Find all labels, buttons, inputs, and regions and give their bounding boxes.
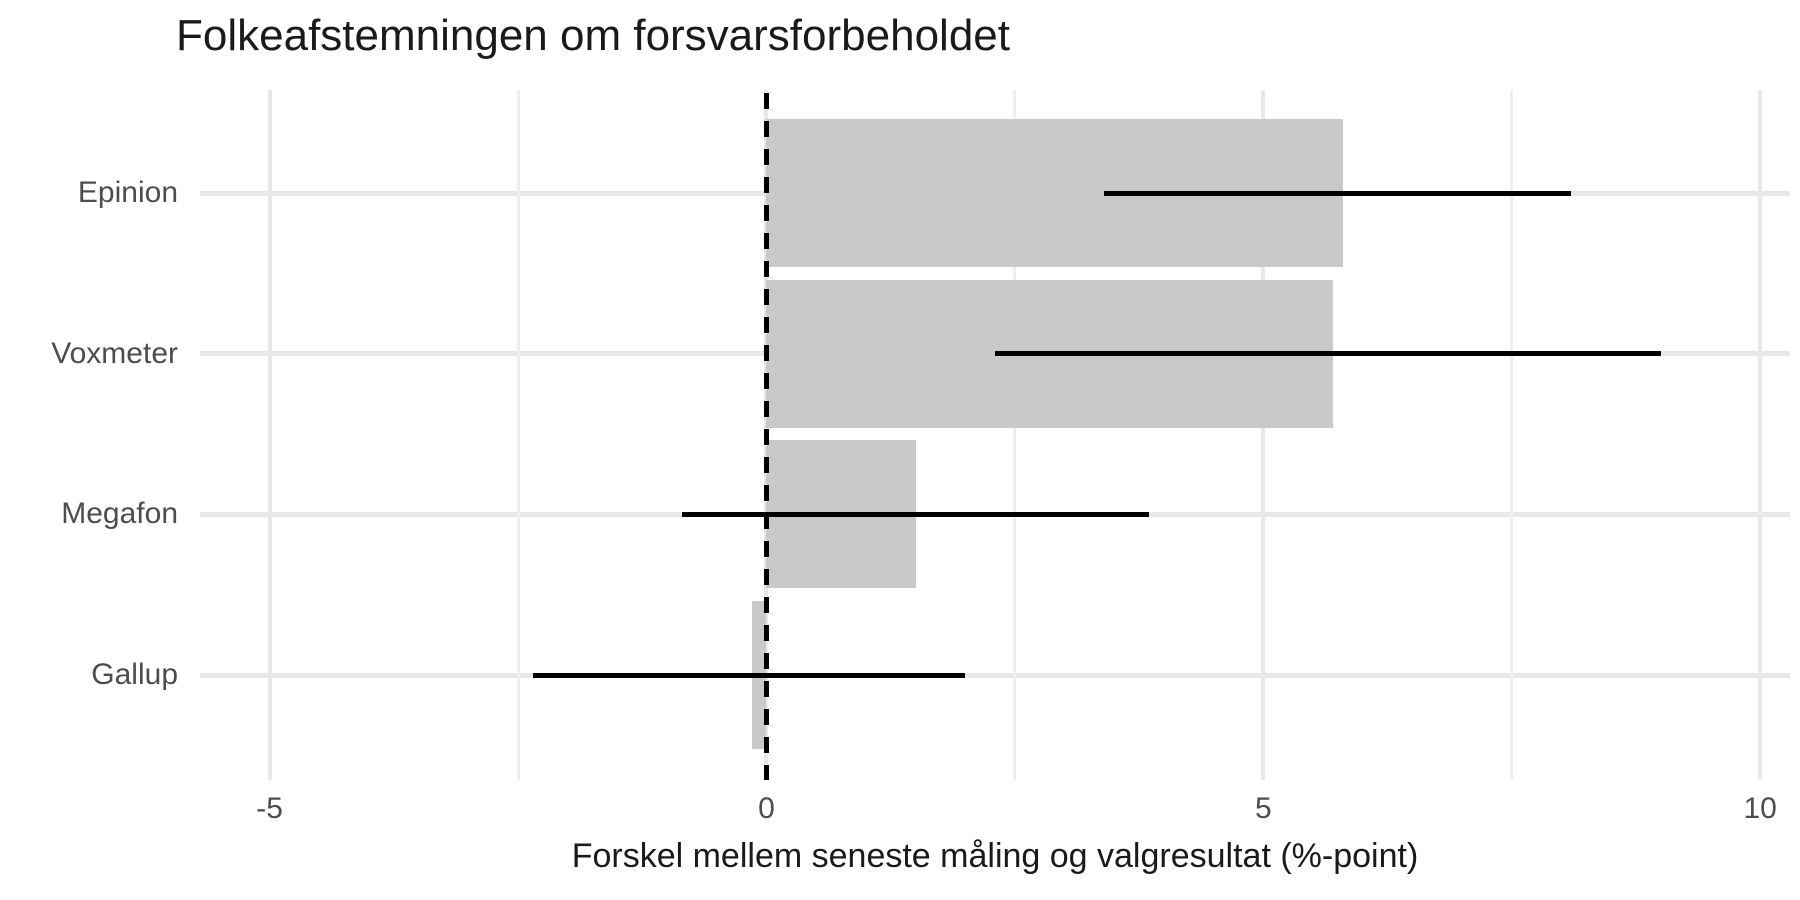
error-bar-voxmeter <box>995 351 1661 357</box>
x-tick-label: 0 <box>758 792 775 825</box>
error-bar-epinion <box>1104 190 1572 196</box>
x-axis-title: Forskel mellem seneste måling og valgres… <box>571 837 1419 875</box>
x-tick-label: 10 <box>1743 792 1777 825</box>
chart-title: Folkeafstemningen om forsvarsforbeholdet <box>176 11 1010 60</box>
v-gridline-minor <box>516 90 520 780</box>
v-gridline-major <box>267 90 272 780</box>
y-tick-label-epinion: Epinion <box>77 176 178 209</box>
y-tick-label-gallup: Gallup <box>91 658 178 692</box>
x-tick-label: 5 <box>1254 792 1272 825</box>
v-gridline-minor <box>1510 90 1514 780</box>
y-tick-label-voxmeter: Voxmeter <box>51 336 178 370</box>
h-gridline-gallup <box>200 672 1790 678</box>
error-bar-gallup <box>532 672 966 678</box>
v-gridline-minor <box>1013 90 1017 780</box>
v-gridline-major <box>1758 90 1763 780</box>
error-bar-megafon <box>681 511 1150 517</box>
x-tick-label: -5 <box>256 792 283 825</box>
plot-panel <box>200 90 1790 780</box>
v-gridline-major <box>1261 90 1266 780</box>
y-tick-label-megafon: Megafon <box>61 497 178 531</box>
zero-reference-line <box>763 93 769 780</box>
